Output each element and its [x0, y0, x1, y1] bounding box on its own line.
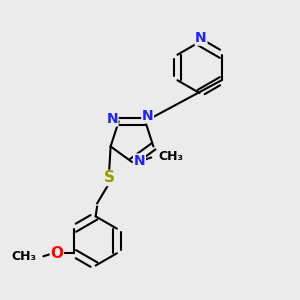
Text: CH₃: CH₃ — [12, 250, 37, 263]
Text: N: N — [106, 112, 118, 126]
Text: N: N — [142, 109, 153, 123]
Text: CH₃: CH₃ — [158, 149, 183, 163]
Text: S: S — [103, 170, 115, 185]
Text: O: O — [50, 246, 63, 261]
Text: N: N — [134, 154, 145, 168]
Text: N: N — [195, 31, 207, 45]
